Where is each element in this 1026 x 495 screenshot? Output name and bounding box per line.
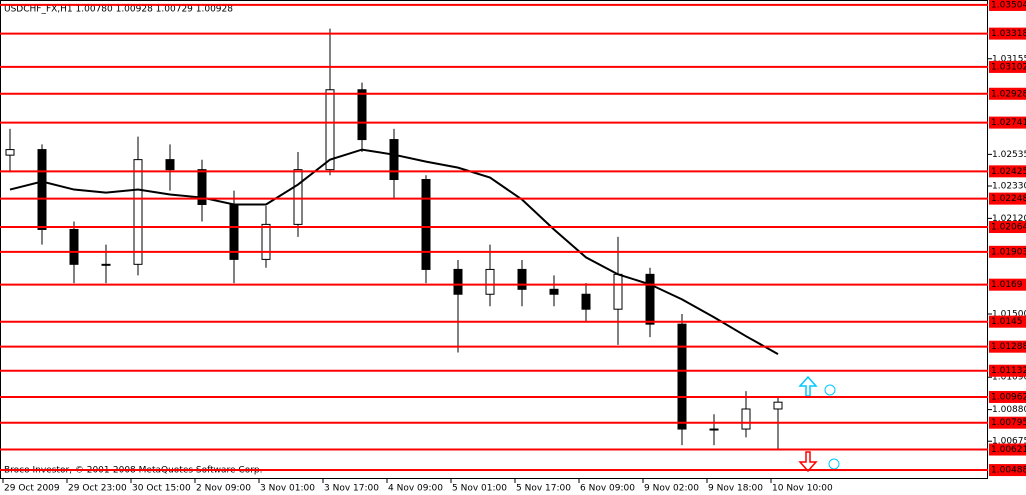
level-label-box [989,390,1026,403]
candle-body [37,149,47,230]
y-tick-label: 1.02330 [992,181,1026,191]
x-tick-label: 9 Nov 18:00 [708,484,763,494]
level-label-box [989,192,1026,205]
plot-frame [0,0,988,479]
candle-body [677,323,687,430]
candle-body [5,149,15,156]
level-label: 1.02248 [991,194,1026,204]
level-label-box [989,464,1026,477]
y-tick-label: 1.01500 [992,309,1026,319]
level-label: 1.0145 [991,317,1023,327]
candle-body [581,293,591,310]
candle-body [613,273,623,310]
level-label-box [989,165,1026,178]
y-tick-label: 1.02535 [992,150,1026,160]
y-tick-label: 1.01090 [992,373,1026,383]
x-tick-label: 3 Nov 17:00 [324,484,379,494]
level-label: 1.03318 [991,29,1026,39]
x-tick-label: 3 Nov 01:00 [260,484,315,494]
level-label: 1.01132 [991,366,1026,376]
candle-body [421,179,431,270]
x-tick-label: 29 Oct 23:00 [68,484,127,494]
candle-body [293,169,303,225]
candle-body [389,139,399,181]
candle-body [517,268,527,290]
candle-body [165,159,175,171]
up-arrow [798,375,818,397]
level-label: 1.00621 [991,445,1026,455]
x-tick-label: 9 Nov 02:00 [644,484,699,494]
level-label-box [989,364,1026,377]
candle-body [69,228,79,265]
level-label: 1.03102 [991,62,1026,72]
candle-body [709,428,719,431]
level-label-box [989,443,1026,456]
x-tick-label: 2 Nov 09:00 [196,484,251,494]
y-tick-label: 1.03155 [992,54,1026,64]
x-tick-label: 5 Nov 17:00 [516,484,571,494]
x-tick-label: 4 Nov 09:00 [388,484,443,494]
candle-body [325,89,335,171]
candle-body [357,89,367,141]
y-tick-label: 1.00880 [992,405,1026,415]
x-tick-label: 29 Oct 2009 [4,484,60,494]
level-label: 1.02064 [991,223,1026,233]
level-label-box [989,340,1026,353]
level-label-box [989,245,1026,258]
chart-title: USDCHF_FX,H1 1.00780 1.00928 1.00729 1.0… [4,5,233,15]
level-label: 1.03504 [991,0,1026,10]
x-tick-label: 10 Nov 10:00 [772,484,833,494]
candle-body [773,401,783,410]
y-tick-label: 1.02120 [992,214,1026,224]
level-label: 1.02928 [991,89,1026,99]
x-tick-label: 30 Oct 15:00 [132,484,191,494]
x-tick-label: 6 Nov 09:00 [580,484,635,494]
down-arrow [798,451,818,473]
candle-body [549,288,559,295]
y-tick-label: 1.00675 [992,437,1026,447]
level-label: 1.00795 [991,418,1026,428]
level-label: 1.00962 [991,392,1026,402]
candle-body [101,263,111,266]
hand-icon [824,384,840,470]
candle-body [261,223,271,260]
level-label: 1.01288 [991,342,1026,352]
level-label-box [989,60,1026,73]
candle-body [197,169,207,205]
level-label-box [989,278,1026,291]
candle-body [645,273,655,325]
level-label-box [989,416,1026,429]
level-label-box [989,315,1026,328]
candle-body [453,268,463,295]
level-label-box [989,221,1026,234]
level-label: 1.00488 [991,466,1026,476]
level-label: 1.02425 [991,167,1026,177]
level-label-box [989,0,1026,11]
x-tick-label: 5 Nov 01:00 [452,484,507,494]
level-label: 1.0169 [991,280,1023,290]
level-label-box [989,116,1026,129]
level-label: 1.01903 [991,247,1026,257]
candle-body [741,408,751,430]
level-label-box [989,87,1026,100]
level-label: 1.02741 [991,118,1026,128]
level-label-box [989,27,1026,40]
candle-body [133,159,143,265]
candle-body [485,268,495,295]
